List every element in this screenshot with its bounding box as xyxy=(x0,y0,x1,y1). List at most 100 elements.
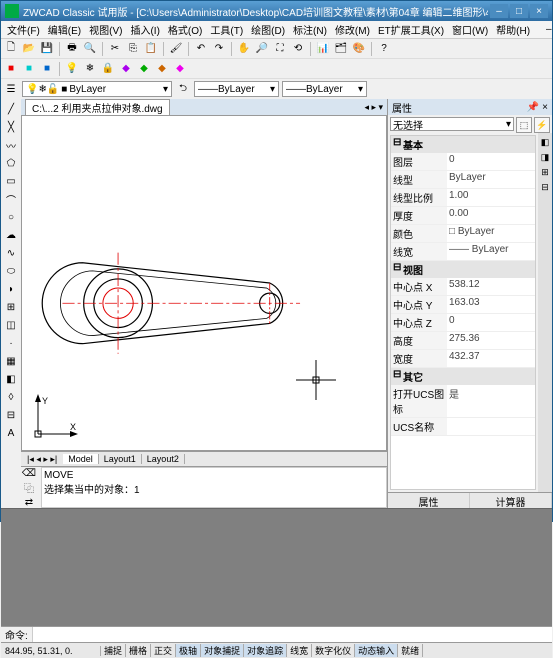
rt-icon-3[interactable]: ⊞ xyxy=(539,167,551,179)
pal4-icon[interactable]: ◆ xyxy=(172,61,188,77)
cut-icon[interactable]: ✂ xyxy=(107,41,123,57)
prop-value[interactable]: 432.37 xyxy=(447,350,535,367)
sb-tablet[interactable]: 数字化仪 xyxy=(312,644,355,657)
menu-format[interactable]: 格式(O) xyxy=(164,22,206,37)
menu-file[interactable]: 文件(F) xyxy=(3,22,44,37)
pan-icon[interactable]: ✋ xyxy=(236,41,252,57)
table-icon[interactable]: ⊟ xyxy=(3,407,19,423)
text-icon[interactable]: A xyxy=(3,425,19,441)
props-tab-props[interactable]: 属性 xyxy=(388,493,470,508)
menu-modify[interactable]: 修改(M) xyxy=(331,22,374,37)
sb-grid[interactable]: 栅格 xyxy=(126,644,151,657)
zoom-icon[interactable]: 🔎 xyxy=(254,41,270,57)
doc-tab[interactable]: C:\...2 利用夹点拉伸对象.dwg xyxy=(25,99,170,115)
sec1-toggle-icon[interactable]: ⊟ xyxy=(393,137,403,152)
ellarc-icon[interactable]: ◗ xyxy=(3,281,19,297)
circle-icon[interactable]: ○ xyxy=(3,209,19,225)
menu-insert[interactable]: 插入(I) xyxy=(126,22,163,37)
hatch-icon[interactable]: ▦ xyxy=(3,353,19,369)
rect-icon[interactable]: ▭ xyxy=(3,173,19,189)
zoomwin-icon[interactable]: ⛶ xyxy=(272,41,288,57)
rt-icon-1[interactable]: ◧ xyxy=(539,137,551,149)
blue-icon[interactable]: ■ xyxy=(39,61,55,77)
xline-icon[interactable]: ╳ xyxy=(3,119,19,135)
menu-et[interactable]: ET扩展工具(X) xyxy=(374,22,448,37)
layer-combo[interactable]: 💡❄🔓■ ByLayer▾ xyxy=(22,81,172,97)
freeze-icon[interactable]: ❄ xyxy=(82,61,98,77)
pal3-icon[interactable]: ◆ xyxy=(154,61,170,77)
prop-value[interactable]: 275.36 xyxy=(447,332,535,349)
sb-otrack[interactable]: 对象追踪 xyxy=(244,644,287,657)
menu-dim[interactable]: 标注(N) xyxy=(289,22,331,37)
arc-icon[interactable]: ⌒ xyxy=(3,191,19,207)
menu-draw[interactable]: 绘图(D) xyxy=(247,22,289,37)
ellipse-icon[interactable]: ⬭ xyxy=(3,263,19,279)
sb-osnap[interactable]: 对象捕捉 xyxy=(201,644,244,657)
sec3-toggle-icon[interactable]: ⊟ xyxy=(393,369,403,384)
pal1-icon[interactable]: ◆ xyxy=(118,61,134,77)
erase-icon[interactable]: ⌫ xyxy=(21,467,37,479)
preview-icon[interactable]: 🔍 xyxy=(82,41,98,57)
drawing-canvas[interactable]: YX xyxy=(21,115,387,451)
sb-ortho[interactable]: 正交 xyxy=(151,644,176,657)
command-input[interactable] xyxy=(33,627,552,642)
tab-nav-icon[interactable]: ◂ ▸ ▾ xyxy=(364,102,383,113)
pline-icon[interactable]: 〰 xyxy=(3,137,19,153)
revcloud-icon[interactable]: ☁ xyxy=(3,227,19,243)
tab-model[interactable]: Model xyxy=(63,454,99,464)
insert-icon[interactable]: ⊞ xyxy=(3,299,19,315)
prop-value[interactable]: 0.00 xyxy=(447,207,535,224)
tabnav-first-icon[interactable]: |◂ ◂ ▸ ▸| xyxy=(21,454,63,465)
menu-tools[interactable]: 工具(T) xyxy=(206,22,247,37)
props-quick-icon[interactable]: ⚡ xyxy=(534,117,550,133)
props-icon[interactable]: 📊 xyxy=(315,41,331,57)
sb-lwt[interactable]: 线宽 xyxy=(287,644,312,657)
sb-snap[interactable]: 捕捉 xyxy=(101,644,126,657)
props-tab-calc[interactable]: 计算器 xyxy=(470,493,552,508)
polygon-icon[interactable]: ⬠ xyxy=(3,155,19,171)
sb-dyn[interactable]: 动态输入 xyxy=(355,644,398,657)
prop-value[interactable]: 0 xyxy=(447,153,535,170)
cyan-icon[interactable]: ■ xyxy=(21,61,37,77)
spline-icon[interactable]: ∿ xyxy=(3,245,19,261)
prop-value[interactable]: 1.00 xyxy=(447,189,535,206)
prop-value[interactable]: 538.12 xyxy=(447,278,535,295)
menu-window[interactable]: 窗口(W) xyxy=(448,22,492,37)
mirror-icon[interactable]: ⇄ xyxy=(21,496,37,508)
match-icon[interactable]: 🖌 xyxy=(168,41,184,57)
bulb-icon[interactable]: 💡 xyxy=(64,61,80,77)
lineweight-combo[interactable]: —— ByLayer▾ xyxy=(282,81,367,97)
block-icon[interactable]: ◫ xyxy=(3,317,19,333)
props-pin-icon[interactable]: 📌 × xyxy=(527,102,548,113)
prop-value[interactable]: □ ByLayer xyxy=(447,225,535,242)
tp-icon[interactable]: 🎨 xyxy=(351,41,367,57)
lock-icon[interactable]: 🔒 xyxy=(100,61,116,77)
copy2-icon[interactable]: ⿻ xyxy=(21,480,37,495)
layerprev-icon[interactable]: ⮌ xyxy=(175,81,191,97)
undo-icon[interactable]: ↶ xyxy=(193,41,209,57)
print-icon[interactable]: 🖶 xyxy=(64,41,80,57)
linetype-combo[interactable]: —— ByLayer▾ xyxy=(194,81,279,97)
red-icon[interactable]: ■ xyxy=(3,61,19,77)
rt-icon-2[interactable]: ◨ xyxy=(539,152,551,164)
pal2-icon[interactable]: ◆ xyxy=(136,61,152,77)
tab-layout1[interactable]: Layout1 xyxy=(99,454,142,464)
props-selection-combo[interactable]: 无选择▾ xyxy=(390,117,514,131)
menu-edit[interactable]: 编辑(E) xyxy=(44,22,85,37)
region-icon[interactable]: ◊ xyxy=(3,389,19,405)
menu-help[interactable]: 帮助(H) xyxy=(492,22,534,37)
line-icon[interactable]: ╱ xyxy=(3,101,19,117)
close-button[interactable]: × xyxy=(530,4,548,18)
gradient-icon[interactable]: ◧ xyxy=(3,371,19,387)
prop-value[interactable]: ByLayer xyxy=(447,171,535,188)
prop-value[interactable]: 163.03 xyxy=(447,296,535,313)
copy-icon[interactable]: ⎘ xyxy=(125,41,141,57)
point-icon[interactable]: · xyxy=(3,335,19,351)
prop-value[interactable]: —— ByLayer xyxy=(447,243,535,260)
help-icon[interactable]: ? xyxy=(376,41,392,57)
tab-layout2[interactable]: Layout2 xyxy=(142,454,185,464)
open-icon[interactable]: 📂 xyxy=(21,41,37,57)
dc-icon[interactable]: 🗂 xyxy=(333,41,349,57)
sec2-toggle-icon[interactable]: ⊟ xyxy=(393,262,403,277)
layermgr-icon[interactable]: ☰ xyxy=(3,81,19,97)
